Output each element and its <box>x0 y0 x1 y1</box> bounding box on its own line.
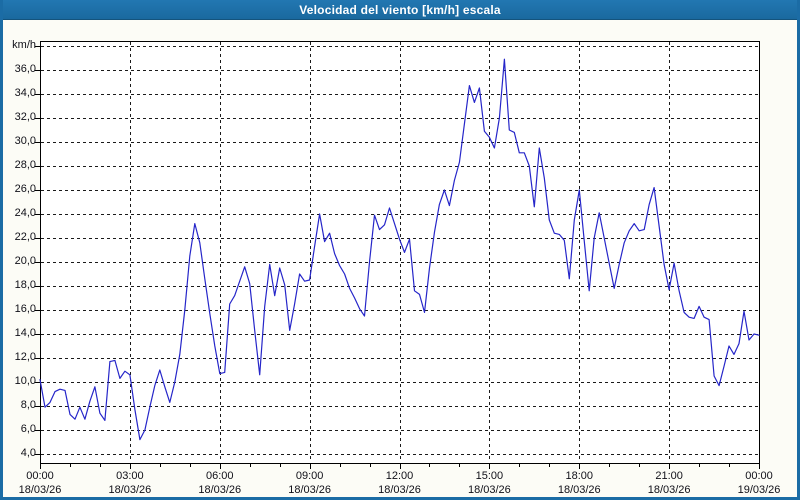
y-tick-label: 10,0 <box>14 375 36 387</box>
y-tick-label: 30,0 <box>14 135 36 147</box>
x-tick-time: 00:00 <box>745 470 773 482</box>
y-tick-label: 36,0 <box>14 63 36 75</box>
wind-speed-line <box>39 58 760 441</box>
x-tick-date: 18/03/26 <box>647 484 691 496</box>
y-tick-label: 18,0 <box>14 279 36 291</box>
x-tick-date: 18/03/26 <box>378 484 421 496</box>
titlebar: Velocidad del viento [km/h] escala <box>3 0 797 20</box>
x-tick-date: 18/03/26 <box>18 484 62 496</box>
y-tick-label: 4,0 <box>20 447 36 459</box>
x-tick-date: 18/03/26 <box>467 484 511 496</box>
y-tick-label: 20,0 <box>14 255 36 267</box>
x-tick-date: 18/03/26 <box>288 484 332 496</box>
x-tick-time: 03:00 <box>116 470 144 482</box>
x-tick-time: 21:00 <box>655 470 683 482</box>
y-tick-label: 12,0 <box>14 351 36 363</box>
x-tick-time: 06:00 <box>205 470 234 482</box>
x-tick-time: 18:00 <box>565 470 594 482</box>
y-tick-label: 16,0 <box>14 303 36 315</box>
chart-content: km/h 36,0 34,0 32,0 30,0 28,0 26,0 24,0 22,0 20,0… <box>3 20 797 497</box>
y-tick-label: 14,0 <box>14 327 36 339</box>
x-tick-date: 18/03/26 <box>108 484 152 496</box>
x-tick-date: 18/03/26 <box>557 484 601 496</box>
x-tick-time: 15:00 <box>475 470 504 482</box>
y-tick-label: 32,0 <box>14 111 36 123</box>
x-tick-time: 12:00 <box>385 470 414 482</box>
y-tick-label: 24,0 <box>14 207 36 219</box>
y-tick-label: 26,0 <box>14 183 36 195</box>
y-tick-label: 6,0 <box>20 423 36 435</box>
y-tick-label: 8,0 <box>20 399 36 411</box>
y-tick-label: 34,0 <box>14 87 36 99</box>
x-tick-date: 18/03/26 <box>198 484 242 496</box>
y-tick-label: 28,0 <box>14 159 36 171</box>
y-tick-label: 22,0 <box>14 231 36 243</box>
y-axis-unit-label: km/h <box>12 39 36 51</box>
x-tick-time: 09:00 <box>295 470 324 482</box>
chart-canvas[interactable] <box>33 41 766 471</box>
x-tick-date: 19/03/26 <box>737 484 781 496</box>
x-tick-time: 00:00 <box>26 470 54 482</box>
window-title: Velocidad del viento [km/h] escala <box>299 2 501 17</box>
